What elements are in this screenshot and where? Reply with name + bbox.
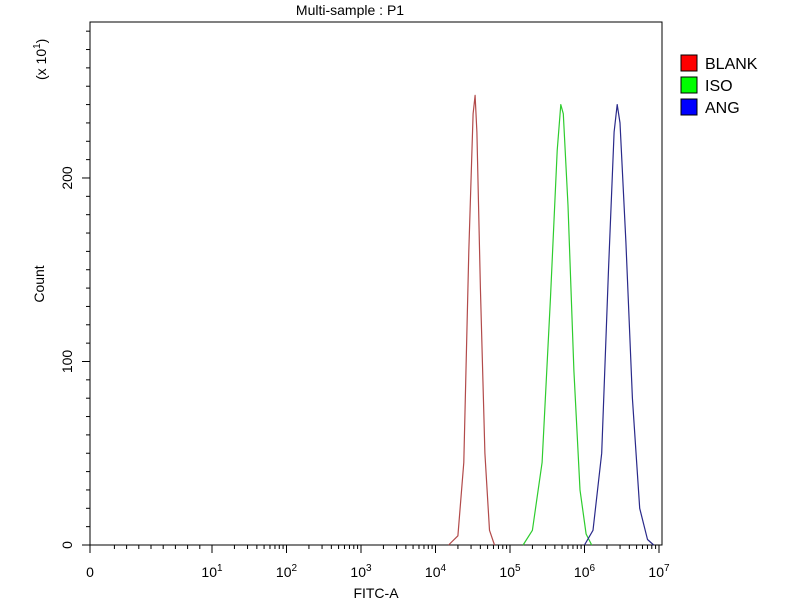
- y-multiplier-base: (x 10: [33, 49, 49, 80]
- legend-label-ang: ANG: [705, 100, 740, 117]
- y-tick-label: 100: [59, 350, 75, 374]
- x-tick-label: 107: [648, 563, 670, 580]
- y-tick-label: 200: [59, 166, 75, 190]
- legend-label-blank: BLANK: [705, 56, 758, 73]
- series-curve-iso: [522, 104, 593, 546]
- x-axis: 0 101 102 103 104 105 106 107: [86, 545, 670, 580]
- x-axis-label: FITC-A: [353, 585, 399, 600]
- plot-frame: [89, 21, 663, 546]
- legend-swatch-blank: [680, 54, 698, 72]
- legend-label-iso: ISO: [705, 78, 733, 95]
- x-tick-label: 104: [425, 563, 447, 580]
- legend: BLANK ISO ANG: [680, 54, 758, 117]
- legend-swatch-iso: [680, 76, 698, 94]
- x-tick-label: 102: [276, 563, 298, 580]
- histogram-curves: [448, 94, 655, 546]
- y-multiplier-close: ): [33, 39, 49, 44]
- y-tick-label: 0: [59, 541, 75, 549]
- x-tick-label: 106: [574, 563, 596, 580]
- x-tick-label: 101: [201, 563, 223, 580]
- series-curve-blank: [448, 94, 496, 546]
- chart-title: Multi-sample : P1: [296, 2, 404, 18]
- x-tick-label: 0: [86, 564, 94, 580]
- series-curve-ang: [583, 104, 655, 546]
- y-axis-label: Count: [31, 265, 47, 302]
- legend-swatch-ang: [680, 98, 698, 116]
- y-axis-multiplier: (x 101): [32, 39, 49, 80]
- y-multiplier-exponent: 1: [32, 43, 43, 49]
- y-axis: 0 100 200: [59, 30, 90, 549]
- x-tick-label: 103: [350, 563, 372, 580]
- x-tick-label: 105: [499, 563, 521, 580]
